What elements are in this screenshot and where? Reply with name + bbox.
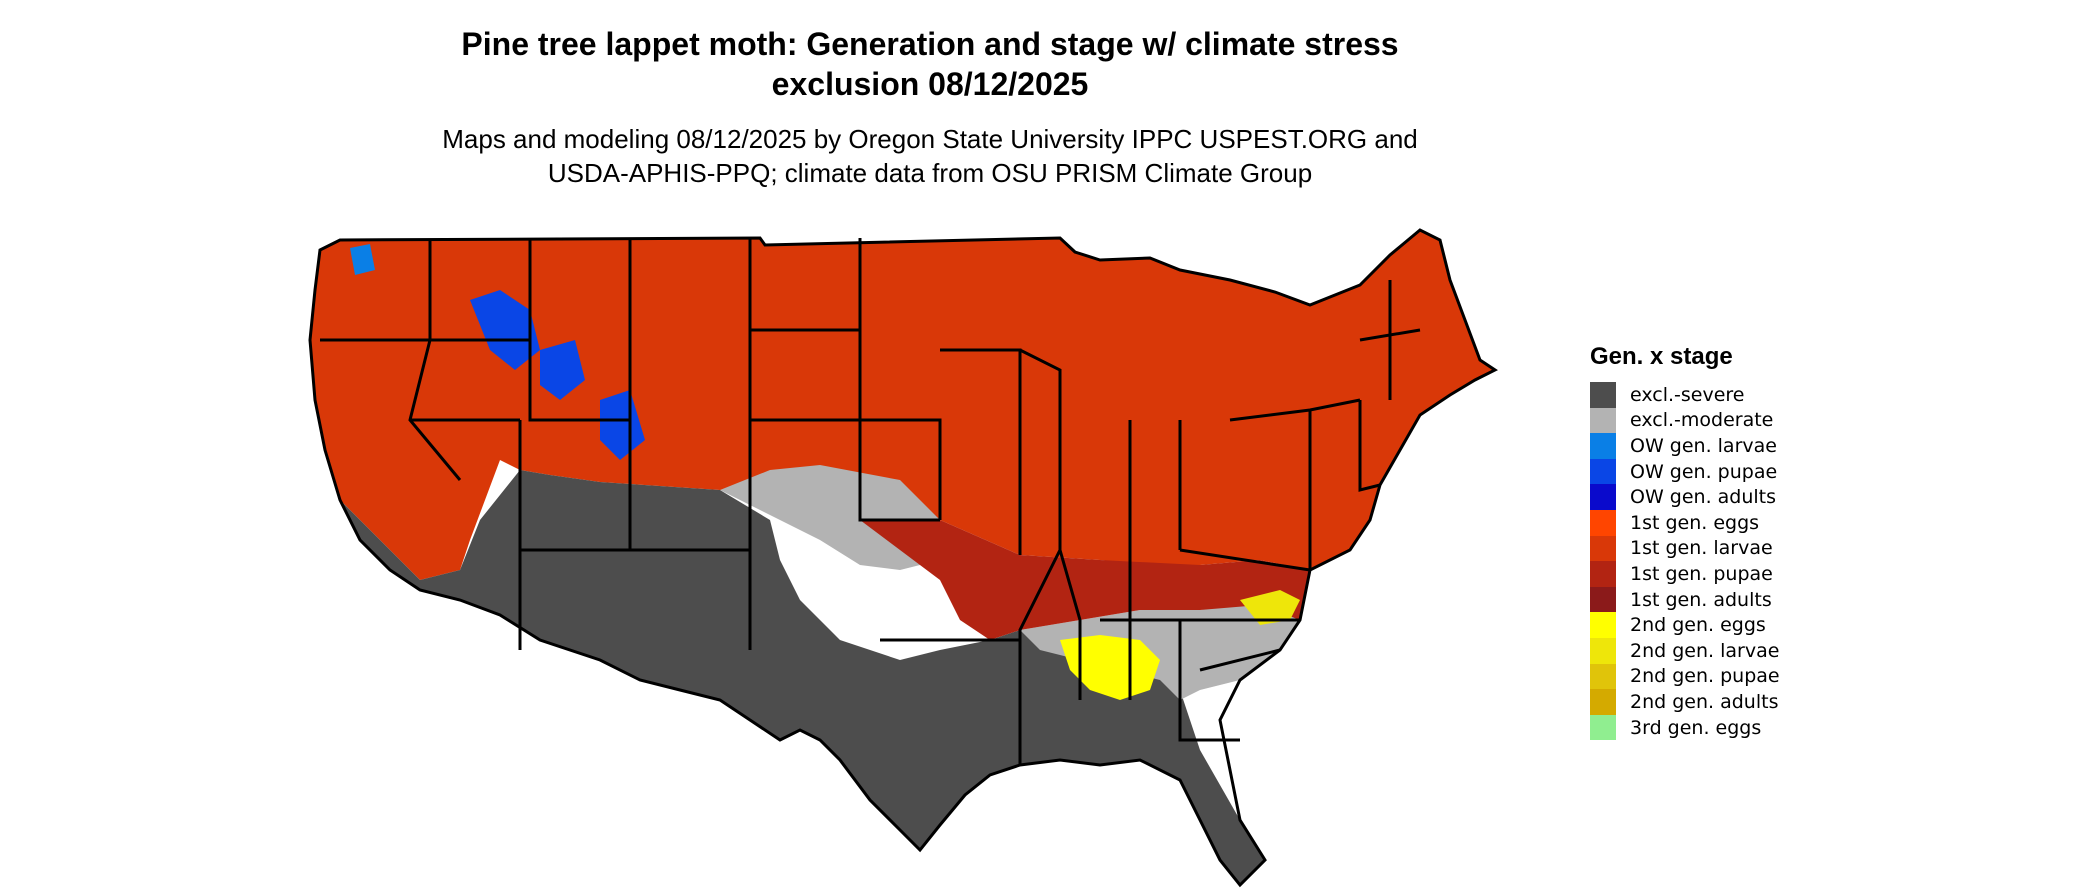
legend-label: 2nd gen. adults bbox=[1630, 690, 1779, 713]
legend-label: 3rd gen. eggs bbox=[1630, 716, 1762, 739]
legend-swatch bbox=[1590, 714, 1616, 741]
legend-label: excl.-severe bbox=[1630, 383, 1745, 406]
state-borders bbox=[308, 228, 1498, 888]
map-region-2nd-gen-coast bbox=[1240, 590, 1300, 625]
legend-swatch bbox=[1590, 663, 1616, 690]
legend-label: excl.-moderate bbox=[1630, 409, 1774, 432]
legend-item: OW gen. adults bbox=[1590, 484, 2070, 510]
legend-item: 2nd gen. eggs bbox=[1590, 612, 2070, 638]
legend-label: 1st gen. adults bbox=[1630, 588, 1772, 611]
legend-label: 2nd gen. eggs bbox=[1630, 614, 1766, 637]
legend-item: 1st gen. pupae bbox=[1590, 561, 2070, 587]
legend-swatch bbox=[1590, 407, 1616, 434]
map-region-ow-gen-2 bbox=[540, 340, 585, 400]
map-region-southwest-excl bbox=[340, 470, 1265, 885]
legend-swatch bbox=[1590, 689, 1616, 715]
legend-swatch bbox=[1590, 509, 1616, 536]
legend-items: excl.-severe excl.-moderate OW gen. larvae… bbox=[1590, 382, 2070, 741]
legend-item: 3rd gen. eggs bbox=[1590, 714, 2070, 741]
legend-label: 1st gen. eggs bbox=[1630, 511, 1760, 534]
map-subtitle-line-1: Maps and modeling 08/12/2025 by Oregon S… bbox=[442, 124, 1418, 154]
legend-item: 2nd gen. adults bbox=[1590, 689, 2070, 715]
map-region-ow-gen-1 bbox=[470, 290, 540, 370]
legend-item: 1st gen. adults bbox=[1590, 586, 2070, 613]
map-region-ow-gen-4 bbox=[350, 244, 375, 275]
map-region-2nd-gen bbox=[1060, 635, 1160, 700]
map-region-southeast-excl bbox=[1020, 600, 1300, 700]
legend-label: 2nd gen. larvae bbox=[1630, 639, 1780, 662]
legend-swatch bbox=[1590, 458, 1616, 485]
map-region-pupae-band bbox=[860, 520, 1310, 640]
legend-item: 2nd gen. pupae bbox=[1590, 663, 2070, 690]
legend-swatch bbox=[1590, 484, 1616, 510]
map-legend: Gen. x stage excl.-severe excl.-moderate O… bbox=[1590, 342, 2070, 741]
legend-swatch bbox=[1590, 535, 1616, 562]
legend-label: OW gen. pupae bbox=[1630, 460, 1778, 483]
legend-swatch bbox=[1590, 433, 1616, 459]
legend-item: OW gen. pupae bbox=[1590, 458, 2070, 485]
legend-swatch bbox=[1590, 561, 1616, 587]
legend-title: Gen. x stage bbox=[1590, 343, 1733, 370]
map-title-line-2: exclusion 08/12/2025 bbox=[771, 66, 1089, 102]
legend-item: 1st gen. eggs bbox=[1590, 509, 2070, 536]
map-region-west-north bbox=[310, 230, 1495, 580]
legend-label: OW gen. adults bbox=[1630, 486, 1777, 509]
legend-item: excl.-severe bbox=[1590, 382, 2070, 408]
map-subtitle-line-2: USDA-APHIS-PPQ; climate data from OSU PR… bbox=[547, 158, 1313, 188]
legend-swatch bbox=[1590, 382, 1616, 408]
legend-item: 2nd gen. larvae bbox=[1590, 637, 2070, 664]
legend-label: 2nd gen. pupae bbox=[1630, 665, 1780, 688]
legend-label: 1st gen. larvae bbox=[1630, 537, 1773, 560]
legend-item: OW gen. larvae bbox=[1590, 433, 2070, 459]
map-title: Pine tree lappet moth: Generation and st… bbox=[0, 24, 1860, 104]
legend-item: 1st gen. larvae bbox=[1590, 535, 2070, 562]
legend-label: OW gen. larvae bbox=[1630, 434, 1777, 457]
us-map bbox=[308, 228, 1498, 888]
legend-swatch bbox=[1590, 612, 1616, 638]
map-title-line-1: Pine tree lappet moth: Generation and st… bbox=[461, 26, 1399, 62]
legend-swatch bbox=[1590, 637, 1616, 664]
legend-item: excl.-moderate bbox=[1590, 407, 2070, 434]
legend-label: 1st gen. pupae bbox=[1630, 562, 1773, 585]
legend-swatch bbox=[1590, 586, 1616, 613]
map-region-ow-gen-3 bbox=[600, 390, 645, 460]
map-subtitle: Maps and modeling 08/12/2025 by Oregon S… bbox=[0, 122, 1860, 190]
